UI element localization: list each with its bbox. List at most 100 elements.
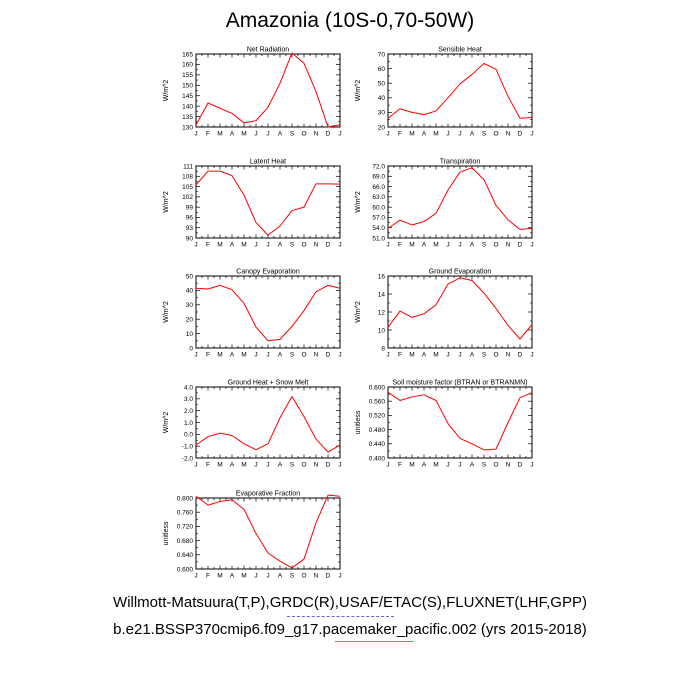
y-tick-label: 72.0 (372, 163, 385, 170)
x-tick-label: F (398, 352, 402, 359)
x-tick-label: F (206, 573, 210, 580)
x-tick-label: J (446, 462, 449, 469)
y-tick-label: 105 (182, 184, 193, 191)
x-tick-label: S (290, 242, 295, 249)
x-tick-label: O (301, 573, 306, 580)
y-tick-label: 63.0 (372, 194, 385, 201)
x-tick-label: J (458, 462, 461, 469)
chart-title: Canopy Evaporation (236, 269, 300, 276)
x-tick-label: J (446, 352, 449, 359)
x-tick-label: J (386, 242, 389, 249)
x-tick-label: J (194, 242, 197, 249)
x-tick-label: N (506, 131, 511, 138)
series-line (387, 62, 533, 119)
y-axis-label: W/m^2 (355, 80, 362, 102)
series-line (387, 277, 533, 340)
x-tick-label: M (433, 352, 438, 359)
y-tick-label: 69.0 (372, 174, 385, 181)
x-tick-label: J (386, 462, 389, 469)
x-tick-label: J (194, 352, 197, 359)
y-tick-label: 20 (186, 317, 194, 324)
y-tick-label: 0.760 (177, 510, 194, 517)
x-tick-label: M (433, 462, 438, 469)
x-tick-label: A (422, 242, 427, 249)
y-tick-label: 54.0 (372, 225, 385, 232)
x-tick-label: J (530, 352, 533, 359)
x-tick-label: A (422, 352, 427, 359)
y-tick-label: 50 (186, 273, 194, 280)
plot-frame (387, 53, 533, 128)
y-tick-label: 0.0 (184, 432, 193, 439)
x-tick-label: J (194, 462, 197, 469)
y-axis-label: W/m^2 (163, 80, 170, 102)
x-tick-label: A (422, 131, 427, 138)
x-tick-label: S (290, 462, 295, 469)
y-tick-label: 93 (186, 225, 194, 232)
x-tick-label: A (278, 352, 283, 359)
x-tick-label: S (482, 131, 487, 138)
x-tick-label: S (482, 242, 487, 249)
y-axis-label: W/m^2 (163, 191, 170, 213)
y-tick-label: 1.0 (184, 420, 193, 427)
chart-title: Net Radiation (247, 47, 290, 54)
x-tick-label: F (206, 131, 210, 138)
x-tick-label: A (230, 242, 235, 249)
y-tick-label: 0.440 (369, 441, 386, 448)
y-axis-label: W/m^2 (355, 301, 362, 323)
x-tick-label: A (470, 462, 475, 469)
y-tick-label: 0.600 (177, 566, 194, 573)
y-tick-label: 16 (378, 273, 386, 280)
x-tick-label: A (422, 462, 427, 469)
y-tick-label: 0.400 (369, 455, 386, 462)
x-tick-label: N (314, 462, 319, 469)
x-tick-label: D (326, 242, 331, 249)
x-tick-label: M (241, 131, 246, 138)
x-tick-label: O (493, 242, 498, 249)
x-tick-label: J (194, 573, 197, 580)
y-tick-label: 150 (182, 83, 193, 90)
x-tick-label: J (338, 131, 341, 138)
x-tick-label: J (266, 462, 269, 469)
x-tick-label: A (278, 462, 283, 469)
x-tick-label: M (433, 131, 438, 138)
x-tick-label: D (518, 131, 523, 138)
x-tick-label: M (409, 131, 414, 138)
y-tick-label: -1.0 (182, 443, 194, 450)
y-axis-label: unitless (355, 410, 362, 434)
x-tick-label: J (254, 131, 257, 138)
blue-dashed-underline (287, 616, 394, 617)
x-tick-label: D (326, 573, 331, 580)
x-tick-label: A (230, 131, 235, 138)
y-tick-label: 60.0 (372, 204, 385, 211)
plot-frame (195, 497, 341, 570)
y-axis-label: W/m^2 (163, 301, 170, 323)
x-tick-label: F (206, 462, 210, 469)
x-tick-label: J (386, 131, 389, 138)
y-tick-label: 0.800 (177, 495, 194, 502)
y-tick-label: 3.0 (184, 396, 193, 403)
chart-title: Evaporative Fraction (236, 491, 300, 498)
x-tick-label: N (314, 573, 319, 580)
plot-frame (387, 165, 533, 239)
x-tick-label: A (230, 352, 235, 359)
x-tick-label: A (278, 573, 283, 580)
plot-frame (387, 275, 533, 349)
chart-title: Ground Evaporation (429, 269, 492, 276)
x-tick-label: J (254, 462, 257, 469)
series-line (387, 391, 533, 451)
x-tick-label: J (266, 573, 269, 580)
x-tick-label: S (482, 462, 487, 469)
x-tick-label: A (278, 242, 283, 249)
plot-frame (195, 165, 341, 239)
x-tick-label: J (386, 352, 389, 359)
y-tick-label: 30 (186, 302, 194, 309)
x-tick-label: O (301, 352, 306, 359)
x-tick-label: J (254, 242, 257, 249)
y-tick-label: 40 (186, 288, 194, 295)
chart-title: Sensible Heat (438, 47, 482, 54)
y-axis-label: W/m^2 (163, 412, 170, 434)
